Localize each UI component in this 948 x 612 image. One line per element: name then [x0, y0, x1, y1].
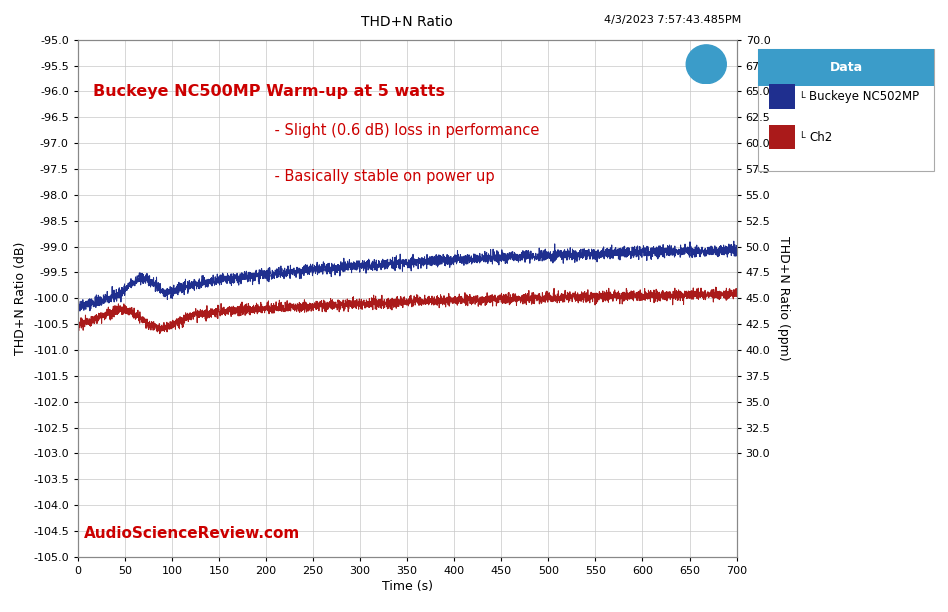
Y-axis label: THD+N Ratio (ppm): THD+N Ratio (ppm): [777, 236, 790, 360]
Text: AP: AP: [698, 59, 715, 69]
Text: Buckeye NC500MP Warm-up at 5 watts: Buckeye NC500MP Warm-up at 5 watts: [93, 84, 445, 99]
Text: L: L: [800, 91, 805, 100]
Text: 4/3/2023 7:57:43.485PM: 4/3/2023 7:57:43.485PM: [604, 15, 741, 25]
Y-axis label: THD+N Ratio (dB): THD+N Ratio (dB): [14, 242, 27, 355]
Text: THD+N Ratio: THD+N Ratio: [361, 15, 453, 29]
Text: AudioScienceReview.com: AudioScienceReview.com: [84, 526, 301, 542]
Text: Data: Data: [830, 61, 863, 74]
Circle shape: [686, 45, 726, 84]
X-axis label: Time (s): Time (s): [382, 580, 432, 593]
Bar: [769, 84, 795, 109]
Bar: [758, 49, 934, 86]
Text: Ch2: Ch2: [810, 130, 832, 144]
Bar: [769, 125, 795, 149]
Text: L: L: [800, 131, 805, 140]
Text: - Basically stable on power up: - Basically stable on power up: [256, 169, 494, 184]
Text: Buckeye NC502MP: Buckeye NC502MP: [810, 90, 920, 103]
Text: - Slight (0.6 dB) loss in performance: - Slight (0.6 dB) loss in performance: [256, 122, 539, 138]
